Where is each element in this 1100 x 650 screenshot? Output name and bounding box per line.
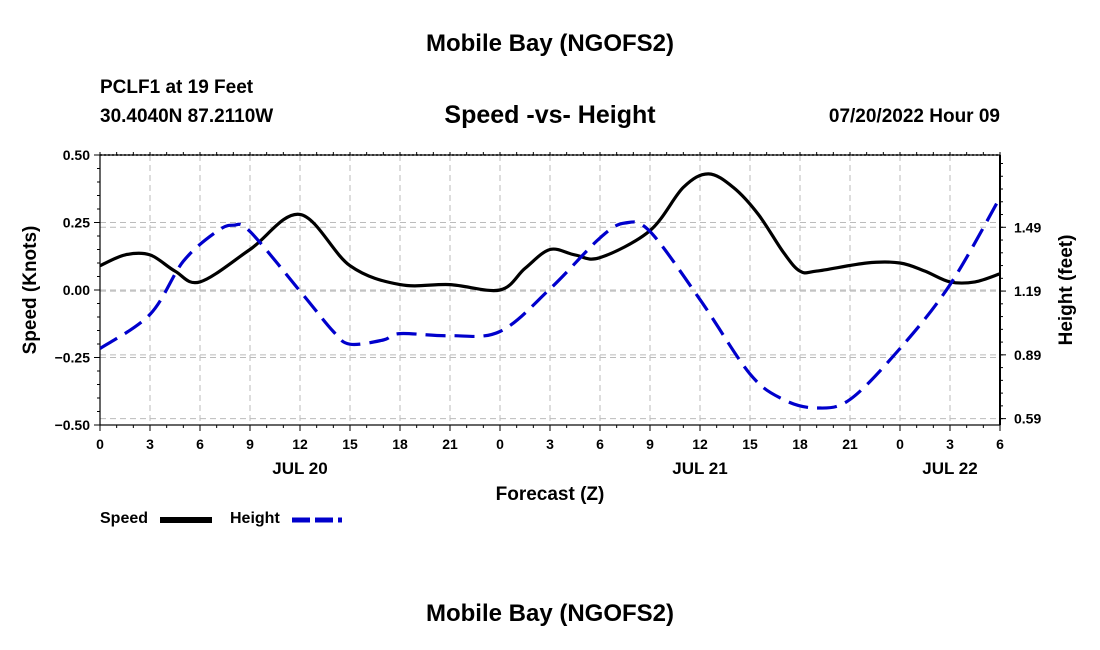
y2-tick-label: 0.89 [1014, 347, 1041, 363]
x-tick-label: 6 [596, 436, 604, 452]
x-tick-label: 15 [742, 436, 758, 452]
y2-tick-label: 0.59 [1014, 411, 1041, 427]
x-tick-label: 0 [896, 436, 904, 452]
x-tick-label: 18 [392, 436, 408, 452]
y-tick-label: 0.25 [63, 215, 90, 231]
x-tick-label: 15 [342, 436, 358, 452]
x-tick-label: 21 [842, 436, 858, 452]
y-tick-label: −0.50 [55, 417, 91, 433]
x-tick-label: 6 [196, 436, 204, 452]
x-tick-label: 0 [96, 436, 104, 452]
station-label: PCLF1 at 19 Feet [100, 77, 254, 98]
x-tick-label: 18 [792, 436, 808, 452]
height-series-line [100, 196, 1000, 410]
legend-height-label: Height [230, 510, 280, 527]
axis-layer [94, 152, 1006, 431]
date-label: JUL 20 [272, 459, 327, 478]
y-tick-label: 0.50 [63, 147, 90, 163]
speed-series-line [100, 172, 1000, 293]
grid-layer [99, 155, 1001, 425]
x-tick-label: 12 [292, 436, 308, 452]
x-tick-label: 6 [996, 436, 1004, 452]
label-layer: 0 3 6 9 12 15 18 21 0 3 6 9 12 15 18 21 0 3 6 −0.50 −0.25 0.0… [20, 147, 1077, 505]
legend-speed-label: Speed [100, 510, 149, 527]
y2-axis-title: Height (feet) [1056, 235, 1077, 346]
x-tick-label: 3 [146, 436, 154, 452]
y-axis-title: Speed (Knots) [20, 226, 41, 355]
coordinates-label: 30.4040N 87.2110W [100, 106, 274, 127]
x-tick-label: 0 [496, 436, 504, 452]
x-tick-label: 9 [646, 436, 654, 452]
y-tick-label: −0.25 [55, 350, 91, 366]
y2-tick-label: 1.49 [1014, 219, 1041, 235]
footer-title: Mobile Bay (NGOFS2) [425, 600, 675, 627]
date-label: JUL 21 [672, 459, 727, 478]
x-tick-label: 3 [946, 436, 954, 452]
y-tick-label: 0.00 [63, 282, 90, 298]
date-label: JUL 22 [922, 459, 977, 478]
x-tick-label: 3 [546, 436, 554, 452]
page-title: Mobile Bay (NGOFS2) [425, 30, 675, 57]
x-tick-label: 21 [442, 436, 458, 452]
x-tick-label: 12 [692, 436, 708, 452]
y2-tick-label: 1.19 [1014, 283, 1041, 299]
chart-title: Speed -vs- Height [444, 101, 656, 129]
series-layer [100, 172, 1000, 410]
forecast-datetime: 07/20/2022 Hour 09 [828, 106, 1000, 127]
x-axis-title: Forecast (Z) [496, 484, 605, 505]
x-tick-label: 9 [246, 436, 254, 452]
